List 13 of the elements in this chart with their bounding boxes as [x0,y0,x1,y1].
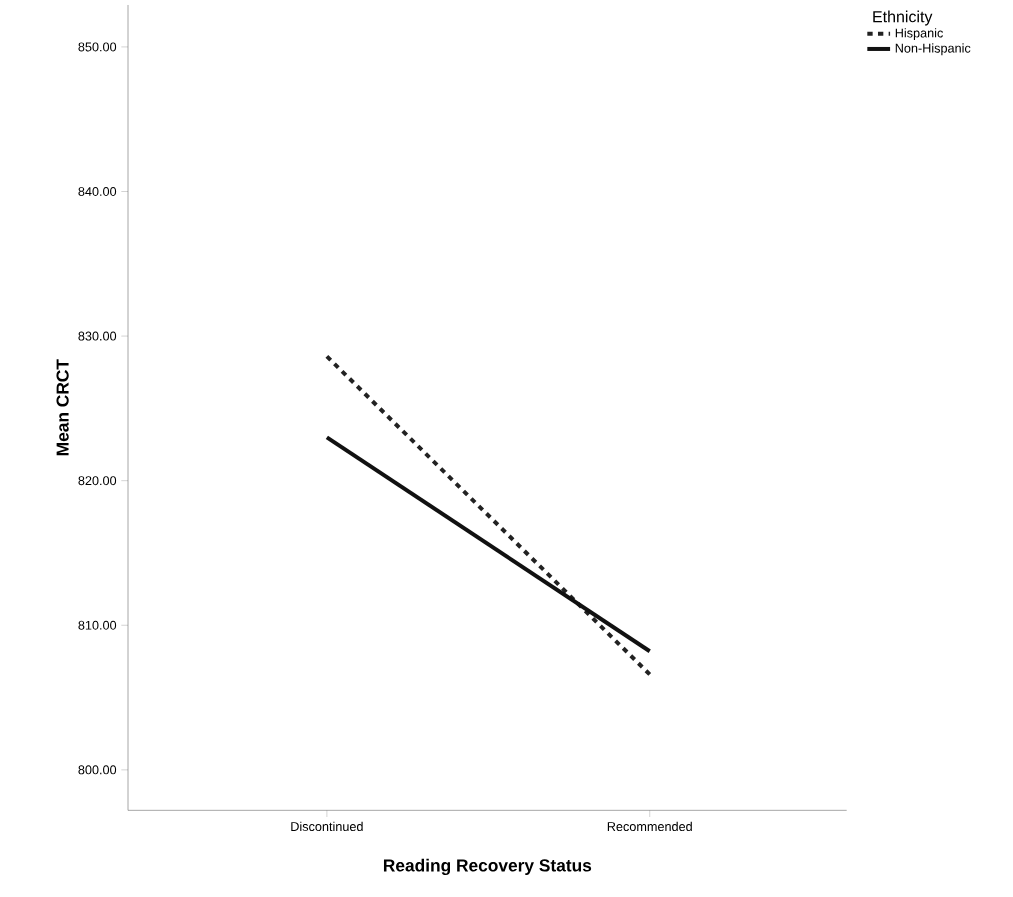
x-tick-label: Discontinued [291,821,363,832]
y-tick-label: 830.00 [78,331,117,341]
legend-title: Ethnicity [873,10,933,26]
y-axis-title: Mean CRCT [56,359,69,456]
x-axis-title: Reading Recovery Status [383,858,592,876]
y-tick-label: 800.00 [78,765,117,775]
legend-label: Non-Hispanic [895,43,971,56]
y-tick-label: 820.00 [78,476,117,486]
y-tick-label: 850.00 [78,42,117,52]
x-tick-label: Recommended [607,821,692,832]
y-tick-label: 840.00 [78,187,117,196]
legend-label: Hispanic [895,28,943,40]
y-tick-label: 810.00 [78,620,117,630]
